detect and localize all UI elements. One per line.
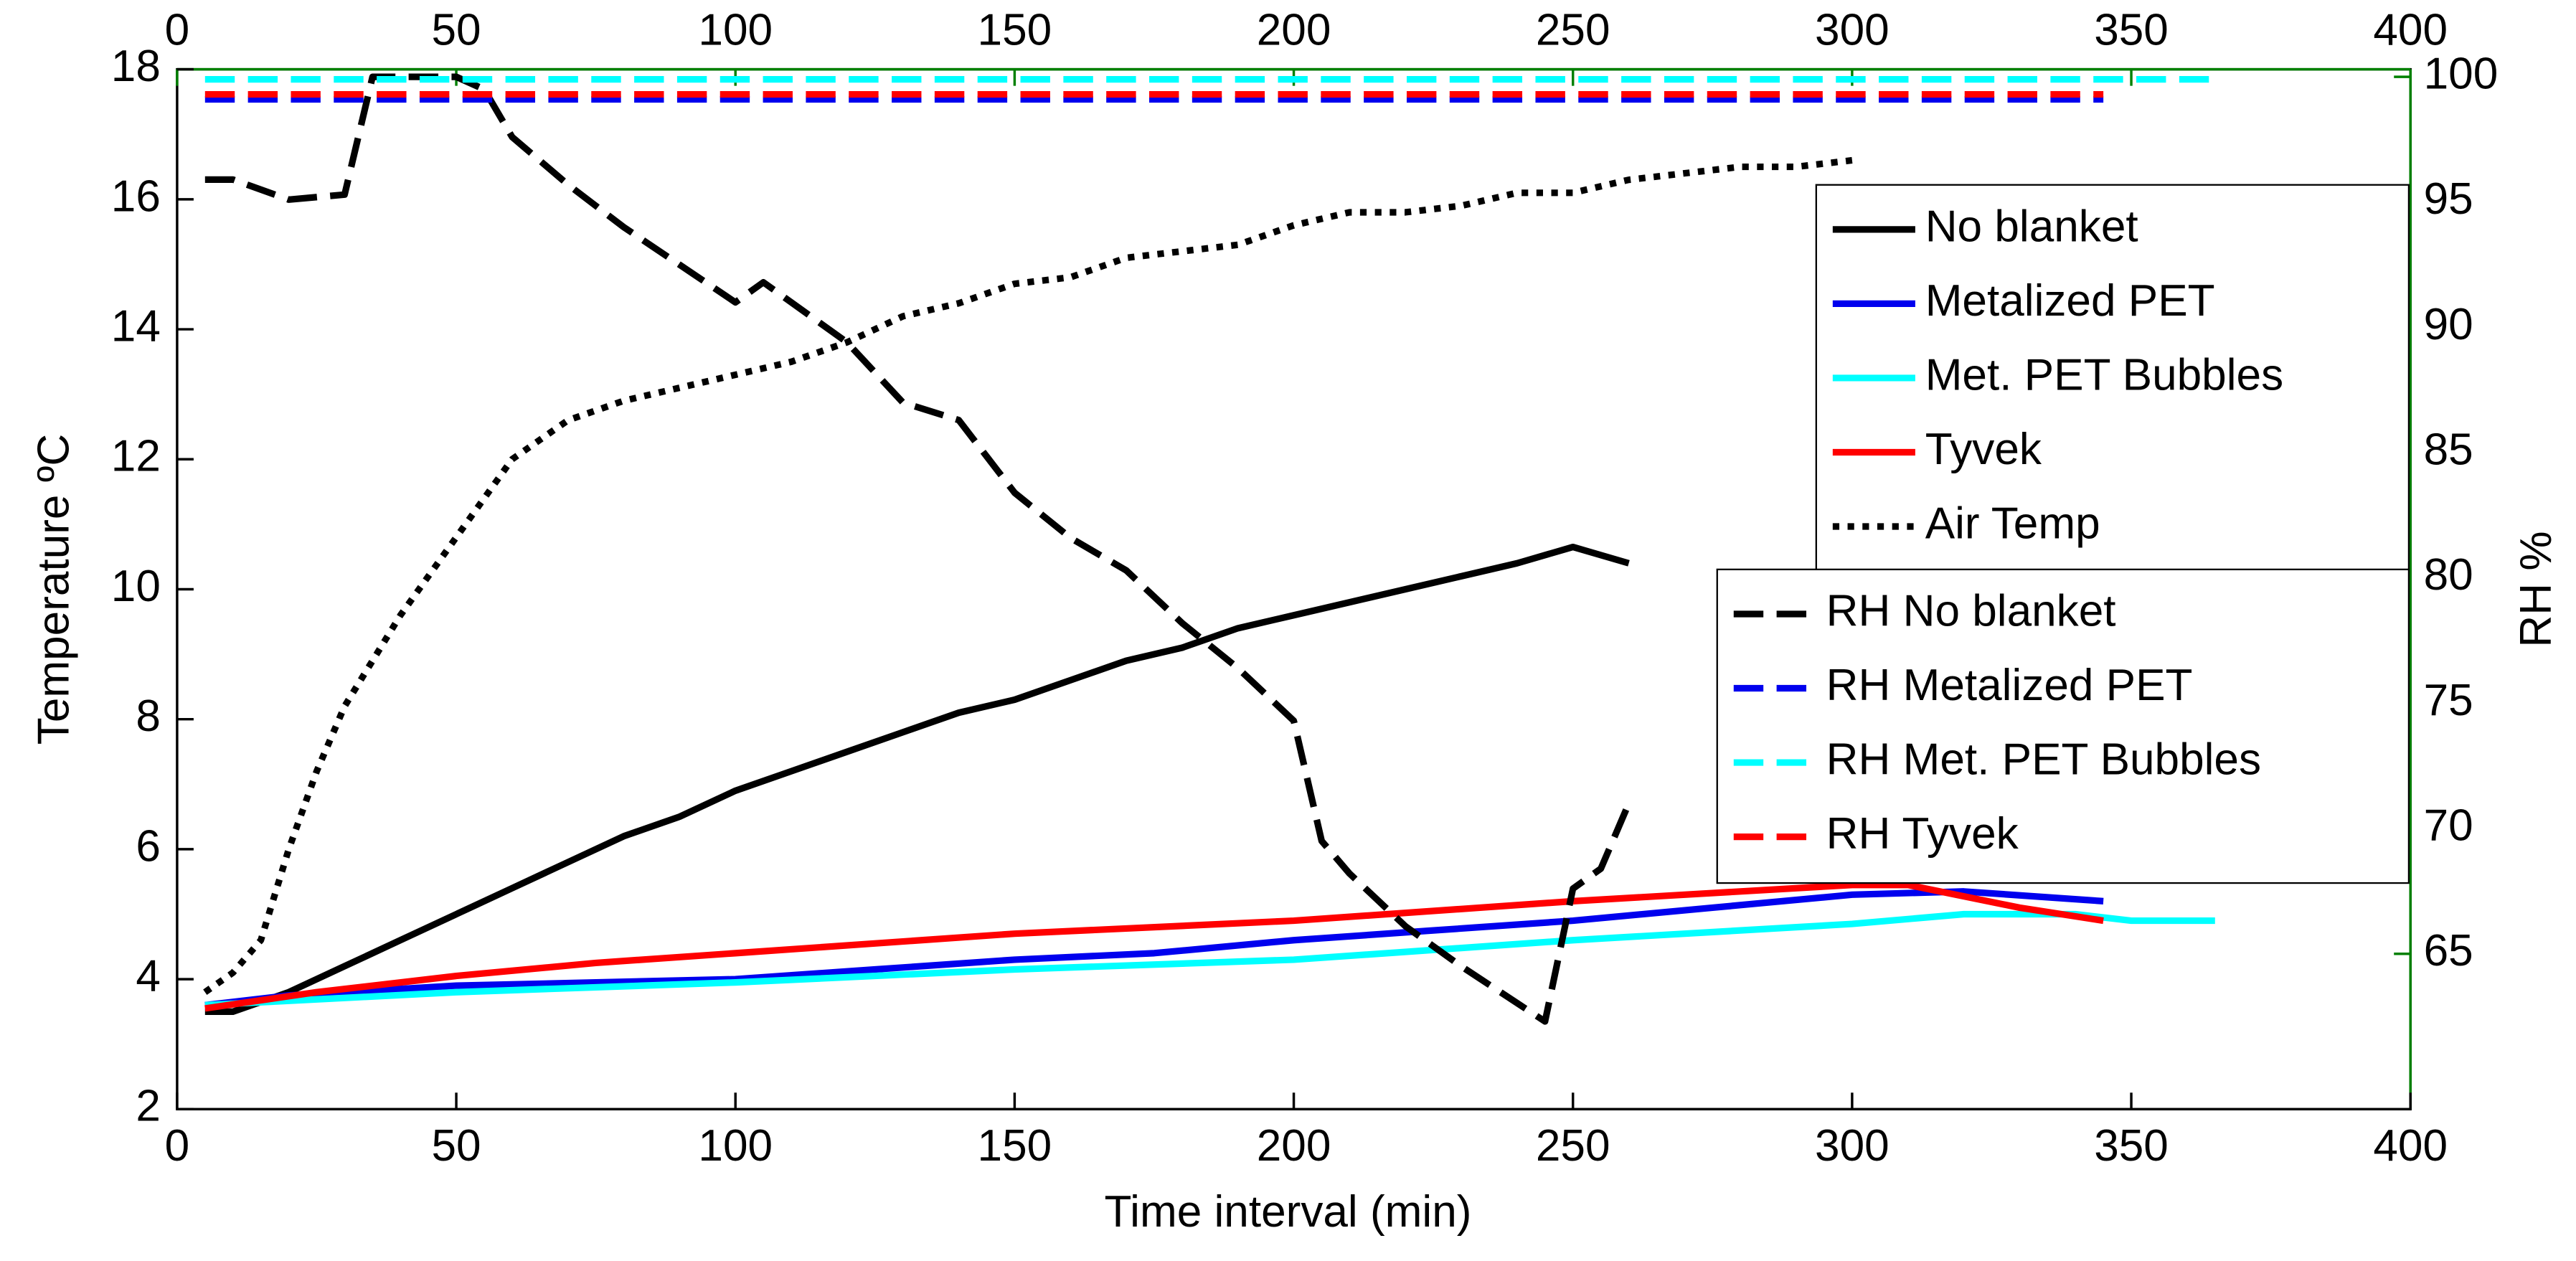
series-line bbox=[203, 156, 1853, 995]
y-tick-label: 12 bbox=[111, 432, 161, 481]
y2-tick-label: 70 bbox=[2424, 800, 2473, 850]
x2-tick-label: 50 bbox=[432, 5, 481, 55]
y-tick-label: 4 bbox=[136, 952, 161, 1001]
series-line bbox=[204, 882, 2104, 1012]
y2-tick-label: 80 bbox=[2424, 550, 2473, 600]
x-tick-label: 50 bbox=[432, 1121, 481, 1171]
y2-tick-label: 100 bbox=[2424, 49, 2499, 99]
series-line bbox=[204, 73, 1632, 1025]
x-tick-label: 150 bbox=[978, 1121, 1052, 1171]
y2-tick-label: 85 bbox=[2424, 425, 2473, 475]
x2-tick-label: 400 bbox=[2373, 5, 2448, 55]
x-tick-label: 400 bbox=[2373, 1121, 2448, 1171]
legend-label: No blanket bbox=[1925, 202, 2138, 251]
y2-tick-label: 75 bbox=[2424, 676, 2473, 725]
y-axis-label: Temperature ºC bbox=[29, 434, 78, 745]
legend-label: RH No blanket bbox=[1826, 586, 2116, 636]
y-tick-label: 14 bbox=[111, 301, 161, 351]
x-tick-label: 100 bbox=[698, 1121, 773, 1171]
legend-label: Air Temp bbox=[1925, 499, 2100, 548]
legend-box bbox=[1716, 568, 2410, 884]
x-tick-label: 300 bbox=[1815, 1121, 1889, 1171]
legend-label: Met. PET Bubbles bbox=[1925, 350, 2283, 400]
y2-tick-label: 95 bbox=[2424, 174, 2473, 224]
x-tick-label: 250 bbox=[1536, 1121, 1610, 1171]
series-line bbox=[204, 543, 1630, 1016]
y-tick-label: 18 bbox=[111, 42, 161, 91]
y-tick-label: 8 bbox=[136, 691, 161, 741]
x2-tick-label: 0 bbox=[165, 5, 190, 55]
x2-tick-label: 100 bbox=[698, 5, 773, 55]
x2-tick-label: 350 bbox=[2094, 5, 2169, 55]
y-tick-label: 6 bbox=[136, 821, 161, 871]
x2-tick-label: 250 bbox=[1536, 5, 1610, 55]
legend-label: Metalized PET bbox=[1925, 276, 2215, 326]
legend-label: RH Met. PET Bubbles bbox=[1826, 735, 2261, 784]
x2-tick-label: 150 bbox=[978, 5, 1052, 55]
legend-label: Tyvek bbox=[1925, 425, 2042, 474]
series-line bbox=[204, 888, 2104, 1009]
x-tick-label: 350 bbox=[2094, 1121, 2169, 1171]
x-axis-label: Time interval (min) bbox=[1105, 1187, 1472, 1237]
y2-tick-label: 90 bbox=[2424, 300, 2473, 349]
legend-label: RH Tyvek bbox=[1826, 809, 2019, 859]
x2-tick-label: 200 bbox=[1257, 5, 1331, 55]
y2-tick-label: 65 bbox=[2424, 926, 2473, 976]
y-tick-label: 16 bbox=[111, 171, 161, 221]
y-tick-label: 2 bbox=[136, 1082, 161, 1131]
y2-axis-label: RH % bbox=[2511, 531, 2561, 647]
x-tick-label: 0 bbox=[165, 1121, 190, 1171]
x2-tick-label: 300 bbox=[1815, 5, 1889, 55]
x-tick-label: 200 bbox=[1257, 1121, 1331, 1171]
y-tick-label: 10 bbox=[111, 562, 161, 611]
legend-label: RH Metalized PET bbox=[1826, 661, 2193, 710]
